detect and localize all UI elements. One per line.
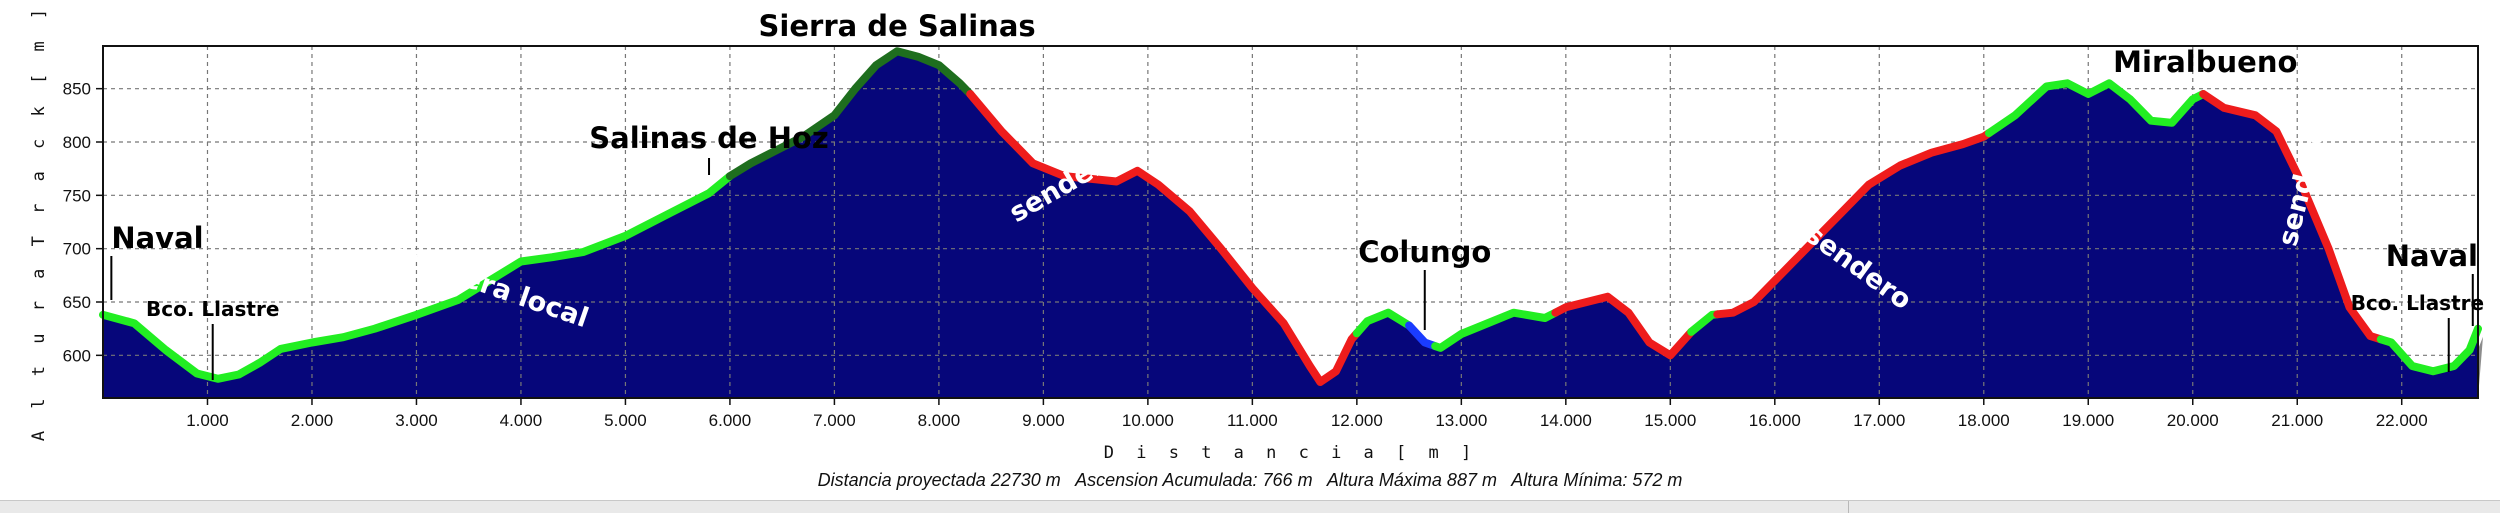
x-tick-label: 1.000: [186, 411, 229, 430]
x-tick-label: 13.000: [1435, 411, 1487, 430]
x-tick-label: 3.000: [395, 411, 438, 430]
x-tick-label: 6.000: [709, 411, 752, 430]
y-axis-title: A l t u r a T r a c k [ m ]: [29, 3, 49, 441]
x-tick-label: 17.000: [1853, 411, 1905, 430]
gridlines: [103, 46, 2478, 398]
x-tick-label: 19.000: [2062, 411, 2114, 430]
track-segment: [2376, 324, 2482, 376]
place-label: Miralbueno: [2113, 45, 2297, 79]
y-tick-label: 600: [63, 346, 91, 365]
plot-border: [102, 45, 2479, 399]
track-segment: [1352, 308, 1414, 338]
x-axis-title: D i s t a n c i a [ m ]: [1104, 443, 1477, 463]
axis-ticks: 1.000 2.000 3.000 4.000 5.000 6.000 7.000 8.000…: [63, 80, 2428, 430]
place-label: Bco. Llastre: [2351, 291, 2484, 315]
x-tick-label: 16.000: [1749, 411, 1801, 430]
x-tick-label: 10.000: [1122, 411, 1174, 430]
y-tick-label: 800: [63, 133, 91, 152]
track-segment: [1551, 292, 1696, 360]
x-tick-label: 22.000: [2376, 411, 2428, 430]
place-label: Naval: [111, 221, 203, 255]
plot-frame: [102, 45, 2479, 399]
track-summary: Distancia proyectada 22730 m Ascension A…: [817, 470, 1683, 490]
x-tick-label: 4.000: [500, 411, 543, 430]
track-segment: [1431, 308, 1560, 352]
elevation-profile-chart: 1.000 2.000 3.000 4.000 5.000 6.000 7.000 8.000…: [29, 3, 2484, 463]
x-tick-label: 20.000: [2167, 411, 2219, 430]
track-segment: [725, 47, 975, 181]
track-segment: [99, 172, 734, 383]
x-tick-label: 12.000: [1331, 411, 1383, 430]
x-tick-label: 9.000: [1022, 411, 1065, 430]
place-annotations: Sierra de Salinas Salinas de Hoz Naval Bco.…: [110, 9, 2484, 380]
place-label: Sierra de Salinas: [759, 9, 1036, 43]
x-tick-label: 21.000: [2271, 411, 2323, 430]
x-tick-label: 2.000: [291, 411, 334, 430]
status-separator: [1848, 501, 1849, 513]
x-tick-label: 15.000: [1644, 411, 1696, 430]
y-tick-label: 650: [63, 293, 91, 312]
x-tick-label: 14.000: [1540, 411, 1592, 430]
track-segment: [1985, 79, 2208, 138]
profile-fill: [103, 51, 2478, 399]
place-label: Naval: [2386, 239, 2478, 273]
track-segment: [966, 90, 1361, 386]
y-tick-label: 850: [63, 80, 91, 99]
profile-area: [103, 51, 2478, 399]
place-label: Colungo: [1358, 235, 1491, 269]
x-tick-label: 7.000: [813, 411, 856, 430]
y-tick-label: 700: [63, 240, 91, 259]
y-tick-label: 750: [63, 186, 91, 205]
track-segments: [99, 47, 2482, 386]
place-label: Bco. Llastre: [146, 297, 279, 321]
x-tick-label: 8.000: [918, 411, 961, 430]
track-segment: [1713, 129, 1993, 319]
x-tick-label: 11.000: [1227, 411, 1278, 430]
x-tick-label: 5.000: [604, 411, 647, 430]
x-tick-label: 18.000: [1958, 411, 2010, 430]
status-bar: [0, 500, 2500, 513]
track-segment: [2199, 90, 2385, 344]
place-label: Salinas de Hoz: [589, 121, 829, 155]
